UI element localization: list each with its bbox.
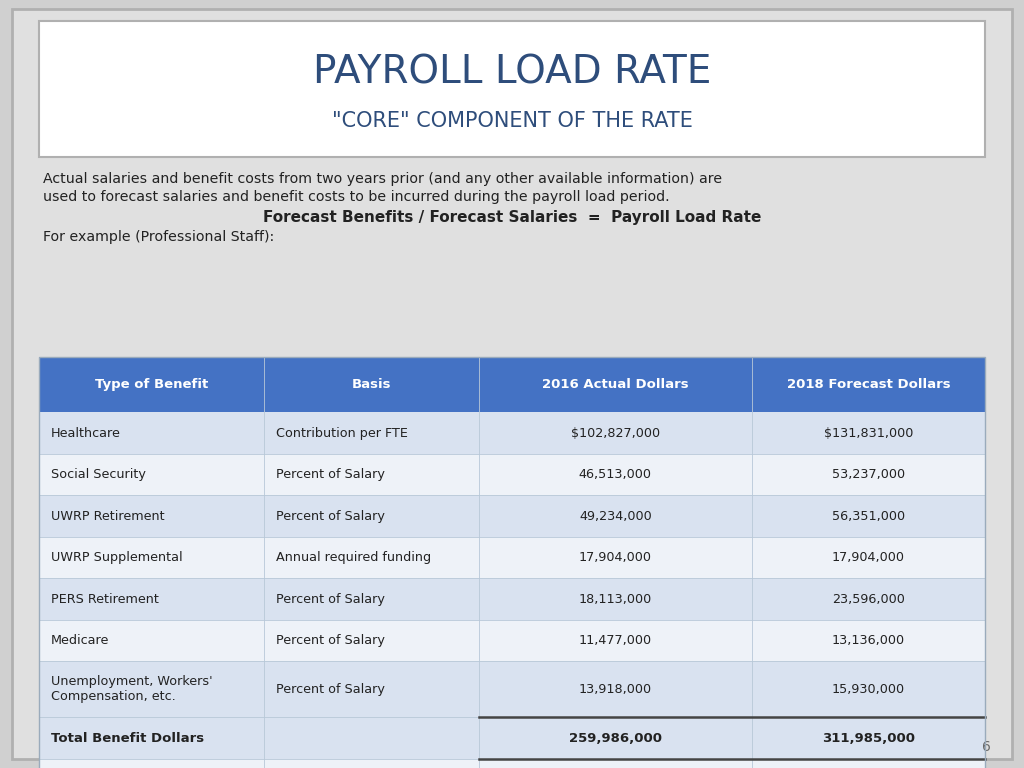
Text: Social Security: Social Security [51,468,146,481]
Text: 17,904,000: 17,904,000 [831,551,905,564]
Bar [39,578,985,620]
Text: $131,831,000: $131,831,000 [823,427,913,439]
Text: Total Benefit Dollars: Total Benefit Dollars [51,732,205,744]
Bar [39,759,985,768]
Text: used to forecast salaries and benefit costs to be incurred during the payroll lo: used to forecast salaries and benefit co… [43,190,670,204]
Text: 49,234,000: 49,234,000 [579,510,652,522]
Text: 53,237,000: 53,237,000 [831,468,905,481]
Bar [39,495,985,537]
Text: Actual salaries and benefit costs from two years prior (and any other available : Actual salaries and benefit costs from t… [43,172,722,186]
Text: 2016 Actual Dollars: 2016 Actual Dollars [542,379,689,391]
Text: PERS Retirement: PERS Retirement [51,593,159,605]
Text: 311,985,000: 311,985,000 [822,732,914,744]
Text: Contribution per FTE: Contribution per FTE [276,427,409,439]
Text: 259,986,000: 259,986,000 [569,732,662,744]
Bar [39,620,985,661]
Text: 23,596,000: 23,596,000 [831,593,905,605]
Text: Basis: Basis [352,379,391,391]
Text: Percent of Salary: Percent of Salary [276,468,385,481]
Text: Percent of Salary: Percent of Salary [276,683,385,696]
Text: $102,827,000: $102,827,000 [570,427,660,439]
Text: 18,113,000: 18,113,000 [579,593,652,605]
Bar [39,454,985,495]
Text: 17,904,000: 17,904,000 [579,551,652,564]
Text: UWRP Retirement: UWRP Retirement [51,510,165,522]
Text: Forecast Benefits / Forecast Salaries  =  Payroll Load Rate: Forecast Benefits / Forecast Salaries = … [263,210,761,226]
Text: Annual required funding: Annual required funding [276,551,431,564]
Text: 2018 Forecast Dollars: 2018 Forecast Dollars [786,379,950,391]
Text: 56,351,000: 56,351,000 [831,510,905,522]
Text: "CORE" COMPONENT OF THE RATE: "CORE" COMPONENT OF THE RATE [332,111,692,131]
Text: Medicare: Medicare [51,634,110,647]
Bar [39,412,985,454]
Text: Healthcare: Healthcare [51,427,121,439]
Bar [39,357,985,768]
Text: 6: 6 [982,740,991,754]
Text: 46,513,000: 46,513,000 [579,468,652,481]
Text: For example (Professional Staff):: For example (Professional Staff): [43,230,274,244]
Bar [39,717,985,759]
Bar [39,661,985,717]
Text: Percent of Salary: Percent of Salary [276,634,385,647]
Text: Percent of Salary: Percent of Salary [276,510,385,522]
Text: PAYROLL LOAD RATE: PAYROLL LOAD RATE [312,53,712,91]
Text: Percent of Salary: Percent of Salary [276,593,385,605]
Bar [39,357,985,412]
Text: 15,930,000: 15,930,000 [831,683,905,696]
Text: Unemployment, Workers'
Compensation, etc.: Unemployment, Workers' Compensation, etc… [51,675,213,703]
Text: Type of Benefit: Type of Benefit [95,379,208,391]
Text: 11,477,000: 11,477,000 [579,634,652,647]
Bar [39,21,985,157]
Text: 13,136,000: 13,136,000 [831,634,905,647]
Bar [39,537,985,578]
Text: UWRP Supplemental: UWRP Supplemental [51,551,183,564]
Text: 13,918,000: 13,918,000 [579,683,652,696]
